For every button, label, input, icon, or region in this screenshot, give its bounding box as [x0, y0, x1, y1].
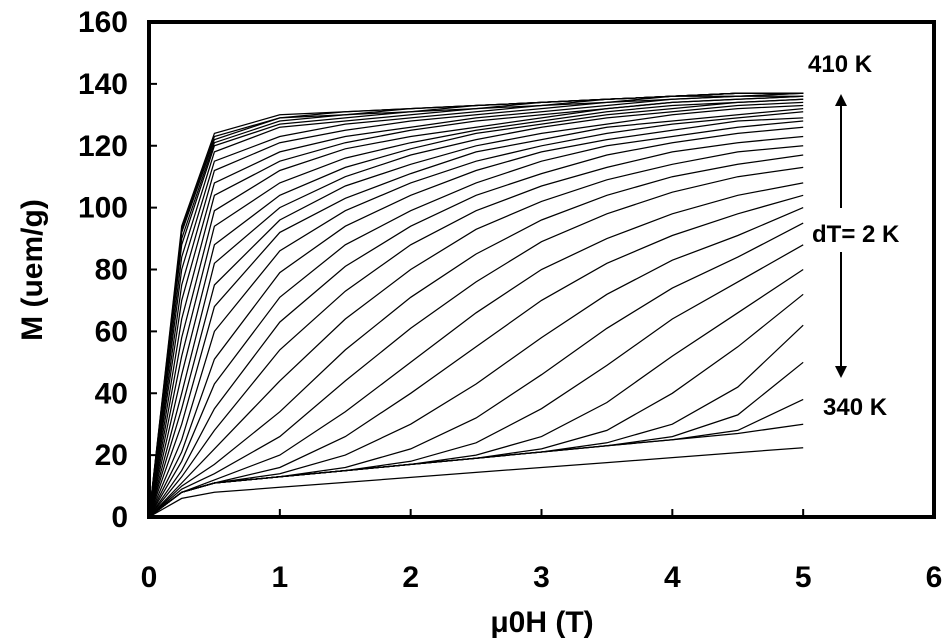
- magnetization-curve-23: [148, 98, 804, 518]
- magnetization-curve-22: [148, 101, 804, 518]
- x-tick-label: 3: [533, 561, 550, 594]
- magnetization-curve-4: [148, 324, 804, 518]
- magnetization-curve-0: [148, 447, 804, 518]
- y-tick-label: 120: [78, 130, 128, 163]
- y-axis: 0 20 40 60 80 100 120 140 160: [78, 6, 157, 534]
- magnetization-curve-11: [148, 182, 804, 518]
- down-arrow-icon: [835, 252, 847, 378]
- magnetization-curve-13: [148, 154, 804, 518]
- x-tick-label: 1: [271, 561, 288, 594]
- magnetization-curve-28: [148, 92, 804, 518]
- y-axis-title: M (uem/g): [16, 199, 49, 341]
- magnetization-curve-15: [148, 135, 804, 518]
- magnetization-curve-17: [148, 120, 804, 518]
- magnetization-curve-14: [148, 145, 804, 518]
- magnetization-curve-3: [148, 361, 804, 518]
- y-tick-label: 60: [95, 315, 128, 348]
- x-axis: 0 1 2 3 4 5 6: [141, 509, 943, 594]
- magnetization-curve-19: [148, 111, 804, 518]
- x-tick-label: 4: [664, 561, 681, 594]
- magnetization-curve-27: [148, 95, 804, 518]
- magnetization-curve-10: [148, 194, 804, 518]
- y-tick-label: 160: [78, 6, 128, 39]
- y-tick-label: 0: [111, 501, 128, 534]
- x-axis-title: μ0H (T): [490, 606, 593, 639]
- x-tick-label: 6: [926, 561, 943, 594]
- curve-group: [148, 92, 804, 518]
- x-tick-label: 5: [795, 561, 812, 594]
- annotation-temperature-step: dT= 2 K: [812, 221, 900, 248]
- up-arrow-icon: [835, 94, 847, 208]
- magnetization-curve-18: [148, 117, 804, 518]
- magnetization-curve-35: [148, 92, 804, 518]
- magnetization-curve-20: [148, 107, 804, 518]
- magnetization-curve-16: [148, 126, 804, 518]
- magnetization-curve-21: [148, 104, 804, 518]
- y-tick-label: 80: [95, 254, 128, 287]
- magnetization-curve-26: [148, 95, 804, 518]
- y-tick-label: 40: [95, 377, 128, 410]
- y-tick-label: 20: [95, 439, 128, 472]
- magnetization-curve-24: [148, 98, 804, 518]
- x-tick-label: 2: [402, 561, 419, 594]
- y-tick-label: 100: [78, 192, 128, 225]
- y-tick-label: 140: [78, 68, 128, 101]
- annotation-bottom-temperature: 340 K: [823, 394, 888, 421]
- x-tick-label: 0: [141, 561, 158, 594]
- annotation-top-temperature: 410 K: [808, 51, 873, 78]
- magnetization-curve-12: [148, 166, 804, 518]
- magnetization-curve-25: [148, 95, 804, 518]
- magnetization-curve-7: [148, 244, 804, 518]
